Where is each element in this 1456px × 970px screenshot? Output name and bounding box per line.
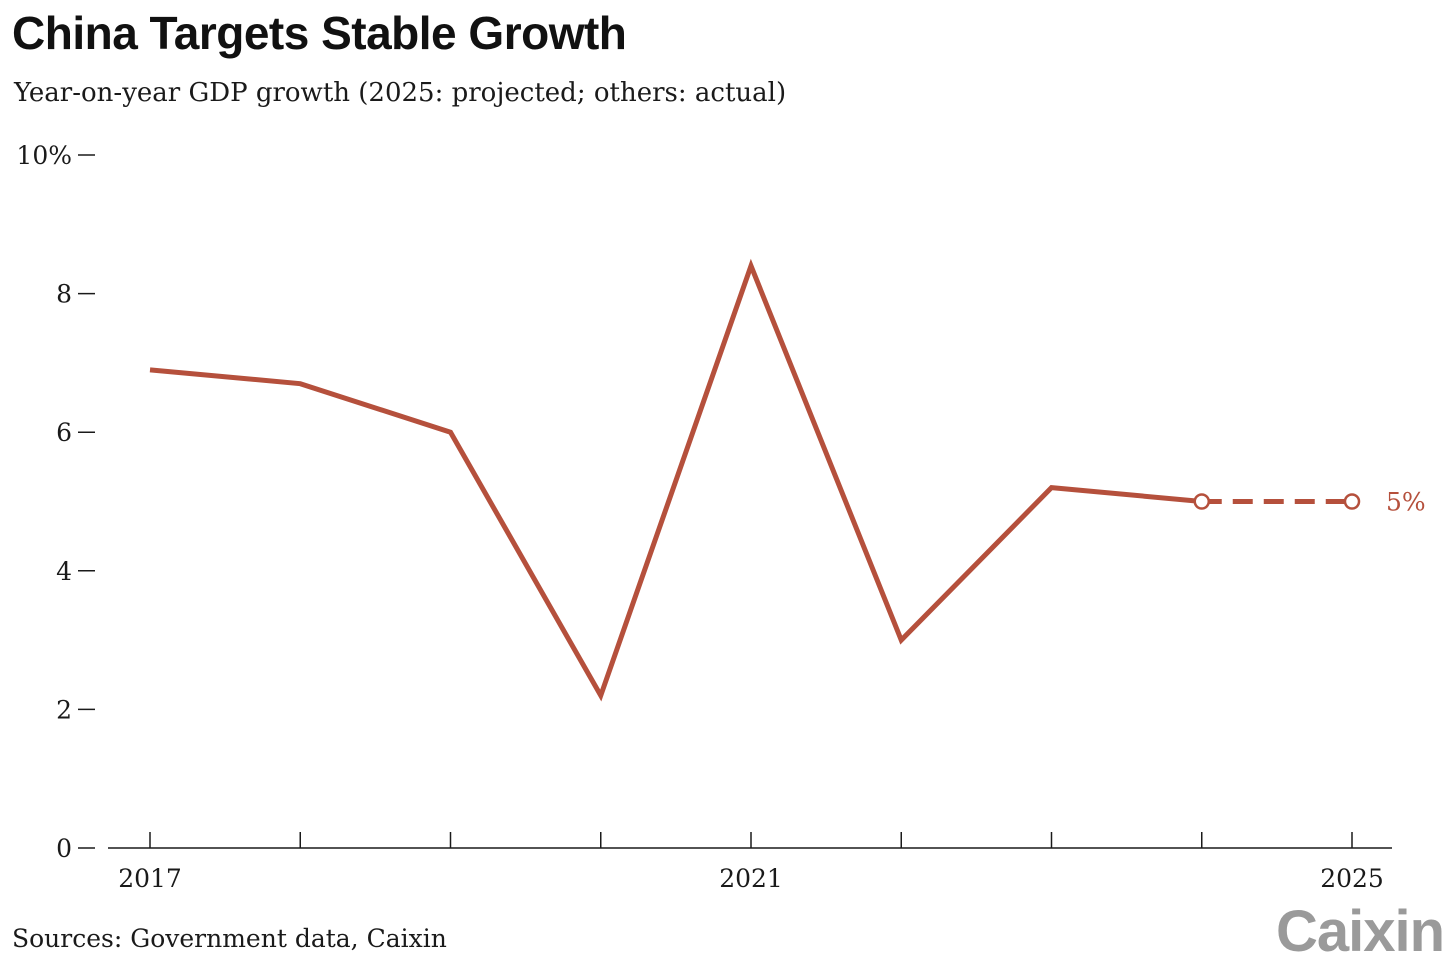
y-tick-label: 10%	[16, 141, 72, 170]
chart-subtitle: Year-on-year GDP growth (2025: projected…	[14, 78, 787, 108]
y-tick-label: 6	[56, 418, 72, 447]
data-point-marker	[1343, 493, 1361, 510]
chart-source: Sources: Government data, Caixin	[12, 924, 447, 953]
y-tick-label: 4	[56, 557, 72, 586]
x-tick-label: 2025	[1320, 864, 1384, 893]
y-axis: 0 2 4 6 8 10%	[16, 141, 95, 863]
x-tick-label: 2021	[719, 864, 783, 893]
series-gdp-growth: 5%	[149, 258, 1426, 702]
caixin-logo: Caixin	[1275, 899, 1445, 964]
y-tick-label: 8	[56, 280, 72, 309]
data-point-marker	[1193, 493, 1210, 510]
y-tick-label: 0	[56, 834, 72, 863]
x-axis: 2017 2021 2025	[108, 832, 1392, 893]
x-tick-label: 2017	[118, 864, 182, 893]
chart-title: China Targets Stable Growth	[12, 7, 627, 59]
actual-line	[149, 258, 1202, 702]
y-tick-label: 2	[56, 695, 72, 724]
end-value-label: 5%	[1386, 488, 1426, 517]
